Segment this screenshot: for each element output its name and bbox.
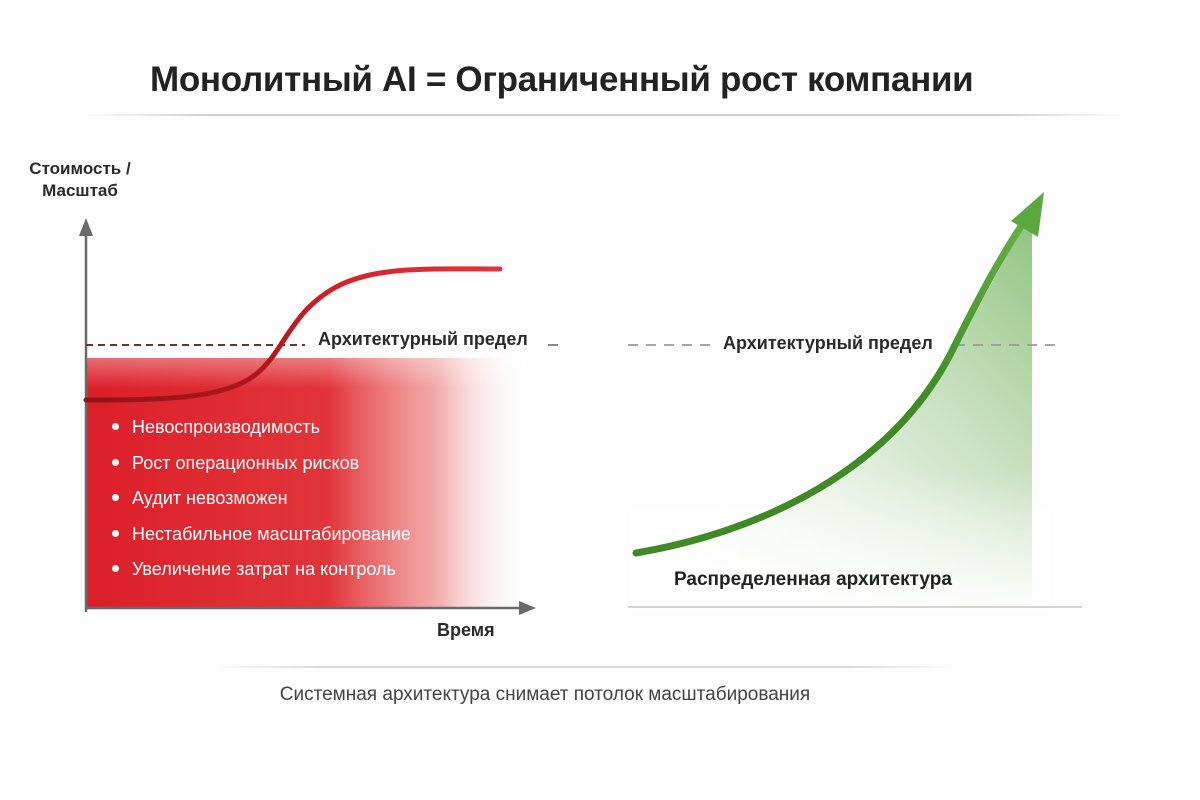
bullet-icon <box>112 529 119 537</box>
bullet-icon <box>112 423 119 430</box>
y-axis-label-line1: Стоимость / <box>29 159 131 178</box>
risk-item-label: Аудит невозможен <box>132 488 288 509</box>
x-axis-label: Время <box>437 620 495 640</box>
risk-item: Нестабильное масштабирование <box>110 521 411 557</box>
y-axis-label: Стоимость / Масштаб <box>20 158 140 202</box>
distributed-growth-curve <box>632 218 1028 557</box>
risk-list: Невоспроизводимость Рост операционных ри… <box>110 414 411 592</box>
page-title: Монолитный AI = Ограниченный рост компан… <box>150 60 974 99</box>
caption: Системная архитектура снимает потолок ма… <box>279 684 811 705</box>
y-axis-arrow <box>79 218 93 236</box>
risk-item-label: Рост операционных рисков <box>132 452 360 473</box>
risk-item-label: Увеличение затрат на контроль <box>132 559 396 580</box>
risk-item: Невоспроизводимость <box>110 414 411 450</box>
risk-item-label: Невоспроизводимость <box>132 417 320 437</box>
distributed-architecture-label: Распределенная архитектура <box>674 569 952 590</box>
risk-item: Аудит невозможен <box>110 485 411 521</box>
risk-item: Рост операционных рисков <box>110 450 411 486</box>
bullet-icon <box>112 458 119 466</box>
monolithic-growth-curve <box>83 266 503 403</box>
risk-item: Увеличение затрат на контроль <box>110 556 411 592</box>
caption-divider <box>215 666 955 668</box>
bullet-icon <box>112 565 119 573</box>
x-axis-arrow <box>519 601 536 615</box>
bullet-icon <box>112 494 119 502</box>
risk-item-label: Нестабильное масштабирование <box>132 523 411 544</box>
growth-arrow-head <box>1011 192 1044 237</box>
title-divider <box>84 114 1124 116</box>
limit-label-left: Архитектурный предел <box>318 329 528 349</box>
y-axis-label-line2: Масштаб <box>42 181 118 200</box>
limit-label-right: Архитектурный предел <box>723 333 933 353</box>
